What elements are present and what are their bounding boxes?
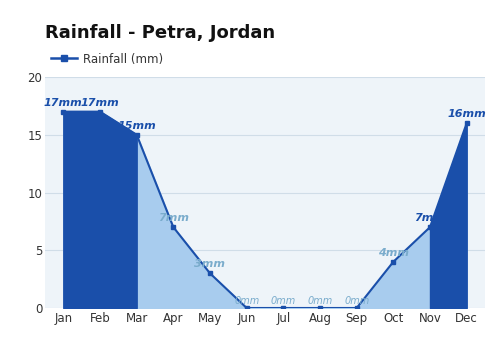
Text: 7mm: 7mm xyxy=(158,213,189,223)
Text: 16mm: 16mm xyxy=(448,109,486,119)
Text: 4mm: 4mm xyxy=(378,248,409,258)
Legend: Rainfall (mm): Rainfall (mm) xyxy=(51,53,163,66)
Text: 3mm: 3mm xyxy=(194,259,226,269)
Text: 17mm: 17mm xyxy=(44,98,82,107)
Text: 0mm: 0mm xyxy=(270,296,296,306)
Text: 0mm: 0mm xyxy=(234,296,260,306)
Text: 15mm: 15mm xyxy=(118,121,156,131)
Text: Rainfall - Petra, Jordan: Rainfall - Petra, Jordan xyxy=(45,24,275,42)
Text: 17mm: 17mm xyxy=(80,98,120,107)
Text: 7mm: 7mm xyxy=(414,213,446,223)
Text: 0mm: 0mm xyxy=(344,296,370,306)
Text: 0mm: 0mm xyxy=(308,296,332,306)
